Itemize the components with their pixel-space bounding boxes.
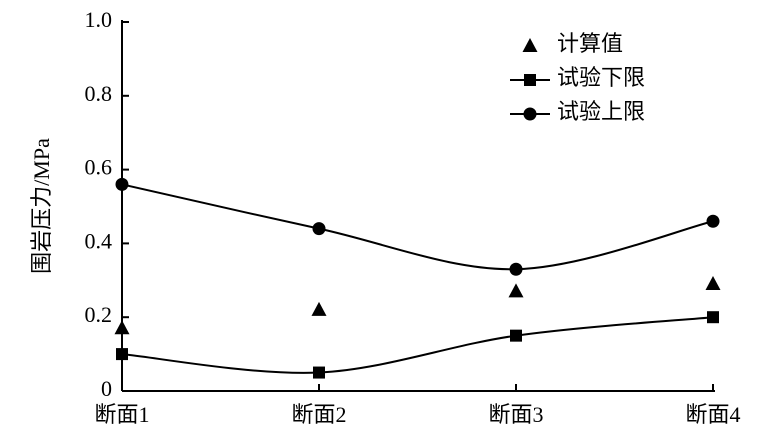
point	[510, 329, 522, 342]
point	[313, 366, 325, 379]
x-tick-label: 断面4	[685, 402, 740, 427]
x-tick-label: 断面2	[291, 402, 346, 427]
series-line	[121, 316, 714, 374]
point	[116, 348, 128, 361]
y-tick-label: 0.4	[85, 228, 113, 253]
point	[311, 301, 327, 316]
y-axis-label: 围岩压力/MPa	[29, 138, 54, 274]
point	[509, 262, 523, 276]
y-tick-label: 1.0	[85, 7, 113, 32]
y-tick-label: 0.6	[85, 155, 113, 180]
legend-label: 试验下限	[557, 65, 645, 90]
series-line	[121, 183, 714, 271]
y-tick-label: 0.8	[85, 81, 113, 106]
point	[705, 275, 721, 290]
point	[115, 177, 129, 191]
point	[707, 311, 719, 324]
x-tick-label: 断面1	[94, 402, 149, 427]
legend-label: 计算值	[557, 31, 623, 56]
y-tick-label: 0	[101, 376, 112, 401]
legend-marker	[522, 38, 538, 52]
point	[114, 320, 130, 335]
y-tick-label: 0.2	[85, 302, 113, 327]
point	[312, 222, 326, 236]
point	[508, 283, 524, 298]
legend-marker	[523, 107, 537, 121]
legend-marker	[524, 74, 536, 86]
x-tick-label: 断面3	[488, 402, 543, 427]
legend-label: 试验上限	[557, 99, 645, 124]
point	[706, 214, 720, 228]
